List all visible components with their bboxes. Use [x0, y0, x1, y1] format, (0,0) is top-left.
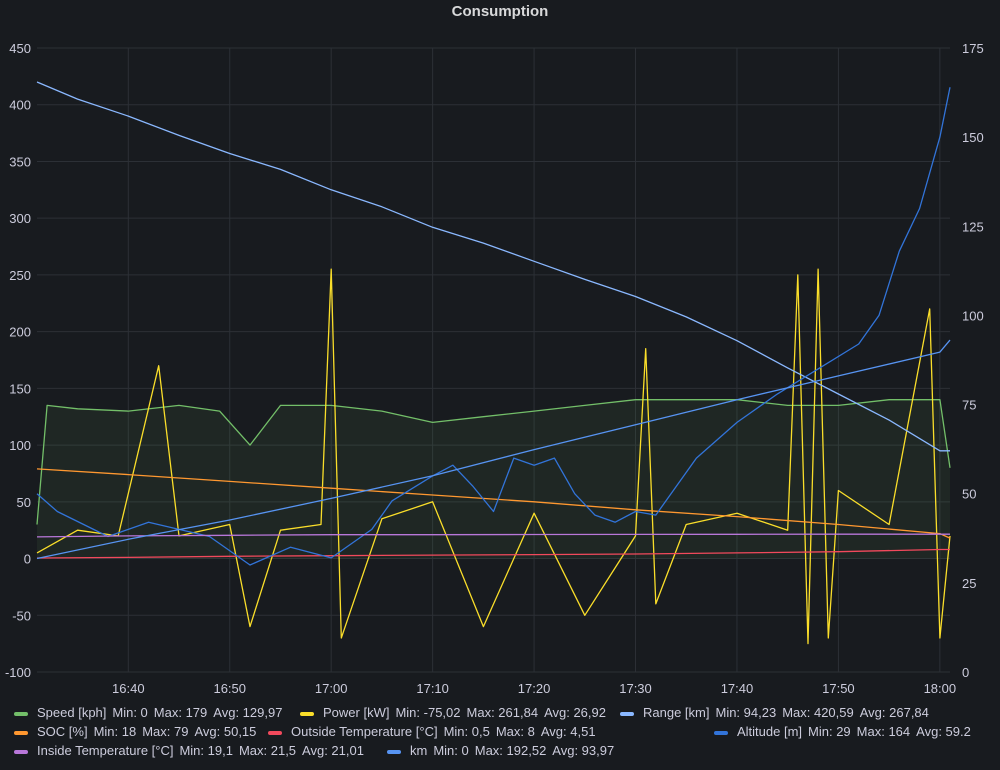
legend-item[interactable]: Speed [kph] Min: 0 Max: 179 Avg: 129,97 — [14, 705, 282, 720]
series-line-km — [36, 339, 951, 560]
legend-series-name: Altitude [m] — [737, 724, 803, 739]
legend-item[interactable]: Range [km] Min: 94,23 Max: 420,59 Avg: 267,… — [620, 705, 929, 720]
y-right-tick-label: 50 — [962, 487, 976, 502]
legend-stat-min: Min: 0 — [112, 705, 148, 720]
y-left-tick-label: 200 — [9, 325, 31, 340]
legend-series-name: SOC [%] — [37, 724, 88, 739]
legend-stat-avg: Avg: 21,01 — [302, 743, 364, 758]
x-tick-label: 17:40 — [721, 681, 754, 696]
x-tick-label: 18:00 — [924, 681, 957, 696]
series-line-range-km — [36, 81, 950, 452]
legend-stat-max: Max: 21,5 — [238, 743, 297, 758]
series-line-soc — [36, 468, 951, 539]
x-tick-label: 17:00 — [315, 681, 348, 696]
legend-stat-min: Min: 19,1 — [179, 743, 233, 758]
series-line-inside-temperature-c — [36, 533, 950, 538]
series-line-speed-kph — [36, 399, 951, 525]
legend-stat-max: Max: 420,59 — [782, 705, 854, 720]
y-right-tick-label: 175 — [962, 41, 984, 56]
series-line-altitude-m — [36, 87, 951, 566]
chart-title: Consumption — [451, 3, 549, 20]
legend-swatch — [620, 711, 634, 716]
legend-stat-min: Min: 94,23 — [715, 705, 777, 720]
legend-stat-avg: Avg: 59.2 — [916, 724, 971, 739]
series-area-speed-kph — [37, 399, 950, 559]
legend-item[interactable]: km Min: 0 Max: 192,52 Avg: 93,97 — [387, 743, 614, 758]
y-left-tick-label: -50 — [12, 608, 31, 623]
y-right-tick-label: 150 — [962, 130, 984, 145]
legend-series-name: km — [410, 743, 428, 758]
legend-item[interactable]: Altitude [m] Min: 29 Max: 164 Avg: 59.2 — [714, 724, 971, 739]
legend-stat-avg: Avg: 50,15 — [194, 724, 257, 739]
x-tick-label: 17:10 — [416, 681, 449, 696]
y-right-tick-label: 100 — [962, 308, 984, 323]
y-left-tick-label: 50 — [17, 495, 31, 510]
y-left-tick-label: -100 — [5, 665, 31, 680]
y-right-tick-label: 25 — [962, 576, 976, 591]
y-right-tick-label: 0 — [962, 665, 969, 680]
legend-item[interactable]: Power [kW] Min: -75,02 Max: 261,84 Avg: 26,… — [300, 705, 606, 720]
y-left-tick-label: 350 — [9, 154, 31, 169]
legend-swatch — [387, 749, 401, 754]
legend-swatch — [300, 711, 314, 716]
legend-stat-max: Max: 179 — [153, 705, 208, 720]
legend-stat-avg: Avg: 129,97 — [213, 705, 283, 720]
y-left-tick-label: 150 — [9, 381, 31, 396]
legend-swatch — [14, 711, 28, 716]
x-tick-label: 17:50 — [822, 681, 855, 696]
legend-stat-min: Min: 29 — [808, 724, 851, 739]
legend-series-name: Power [kW] — [323, 705, 390, 720]
series-line-power-kw — [36, 268, 951, 645]
y-right-tick-label: 125 — [962, 219, 984, 234]
y-left-tick-label: 400 — [9, 98, 31, 113]
x-tick-label: 16:40 — [112, 681, 145, 696]
legend-stat-max: Max: 79 — [142, 724, 189, 739]
legend-item[interactable]: Inside Temperature [°C] Min: 19,1 Max: 21,… — [14, 743, 364, 758]
x-tick-label: 17:20 — [518, 681, 551, 696]
legend-stat-min: Min: 18 — [93, 724, 137, 739]
legend-stat-min: Min: -75,02 — [395, 705, 461, 720]
y-left-tick-label: 0 — [24, 552, 31, 567]
legend-swatch — [268, 730, 282, 735]
legend-series-name: Range [km] — [643, 705, 710, 720]
x-tick-label: 16:50 — [213, 681, 246, 696]
legend-stat-avg: Avg: 4,51 — [540, 724, 596, 739]
y-right-tick-label: 75 — [962, 398, 976, 413]
x-tick-label: 17:30 — [619, 681, 652, 696]
legend-swatch — [14, 749, 28, 754]
legend-item[interactable]: SOC [%] Min: 18 Max: 79 Avg: 50,15 — [14, 724, 256, 739]
legend-stat-max: Max: 261,84 — [466, 705, 539, 720]
legend-stat-max: Max: 164 — [856, 724, 911, 739]
legend-stat-avg: Avg: 93,97 — [552, 743, 615, 758]
legend-series-name: Speed [kph] — [37, 705, 107, 720]
legend-stat-avg: Avg: 26,92 — [544, 705, 606, 720]
legend-item[interactable]: Outside Temperature [°C] Min: 0,5 Max: 8 Av… — [268, 724, 596, 739]
legend-swatch — [714, 730, 728, 735]
legend-series-name: Inside Temperature [°C] — [37, 743, 174, 758]
y-left-tick-label: 250 — [9, 268, 31, 283]
y-left-tick-label: 100 — [9, 438, 31, 453]
legend-stat-avg: Avg: 267,84 — [859, 705, 929, 720]
legend-swatch — [14, 730, 28, 735]
legend-stat-min: Min: 0,5 — [443, 724, 490, 739]
legend-stat-min: Min: 0 — [433, 743, 469, 758]
legend-series-name: Outside Temperature [°C] — [291, 724, 438, 739]
consumption-chart: -100 -50 0 50 100 150 200 250 300 350 400 450 0 25 50 7… — [5, 41, 984, 696]
y-left-tick-label: 300 — [9, 211, 31, 226]
y-left-tick-label: 450 — [9, 41, 31, 56]
series-line-outside-temperature-c — [36, 548, 950, 559]
legend-stat-max: Max: 192,52 — [474, 743, 547, 758]
legend-stat-max: Max: 8 — [495, 724, 535, 739]
